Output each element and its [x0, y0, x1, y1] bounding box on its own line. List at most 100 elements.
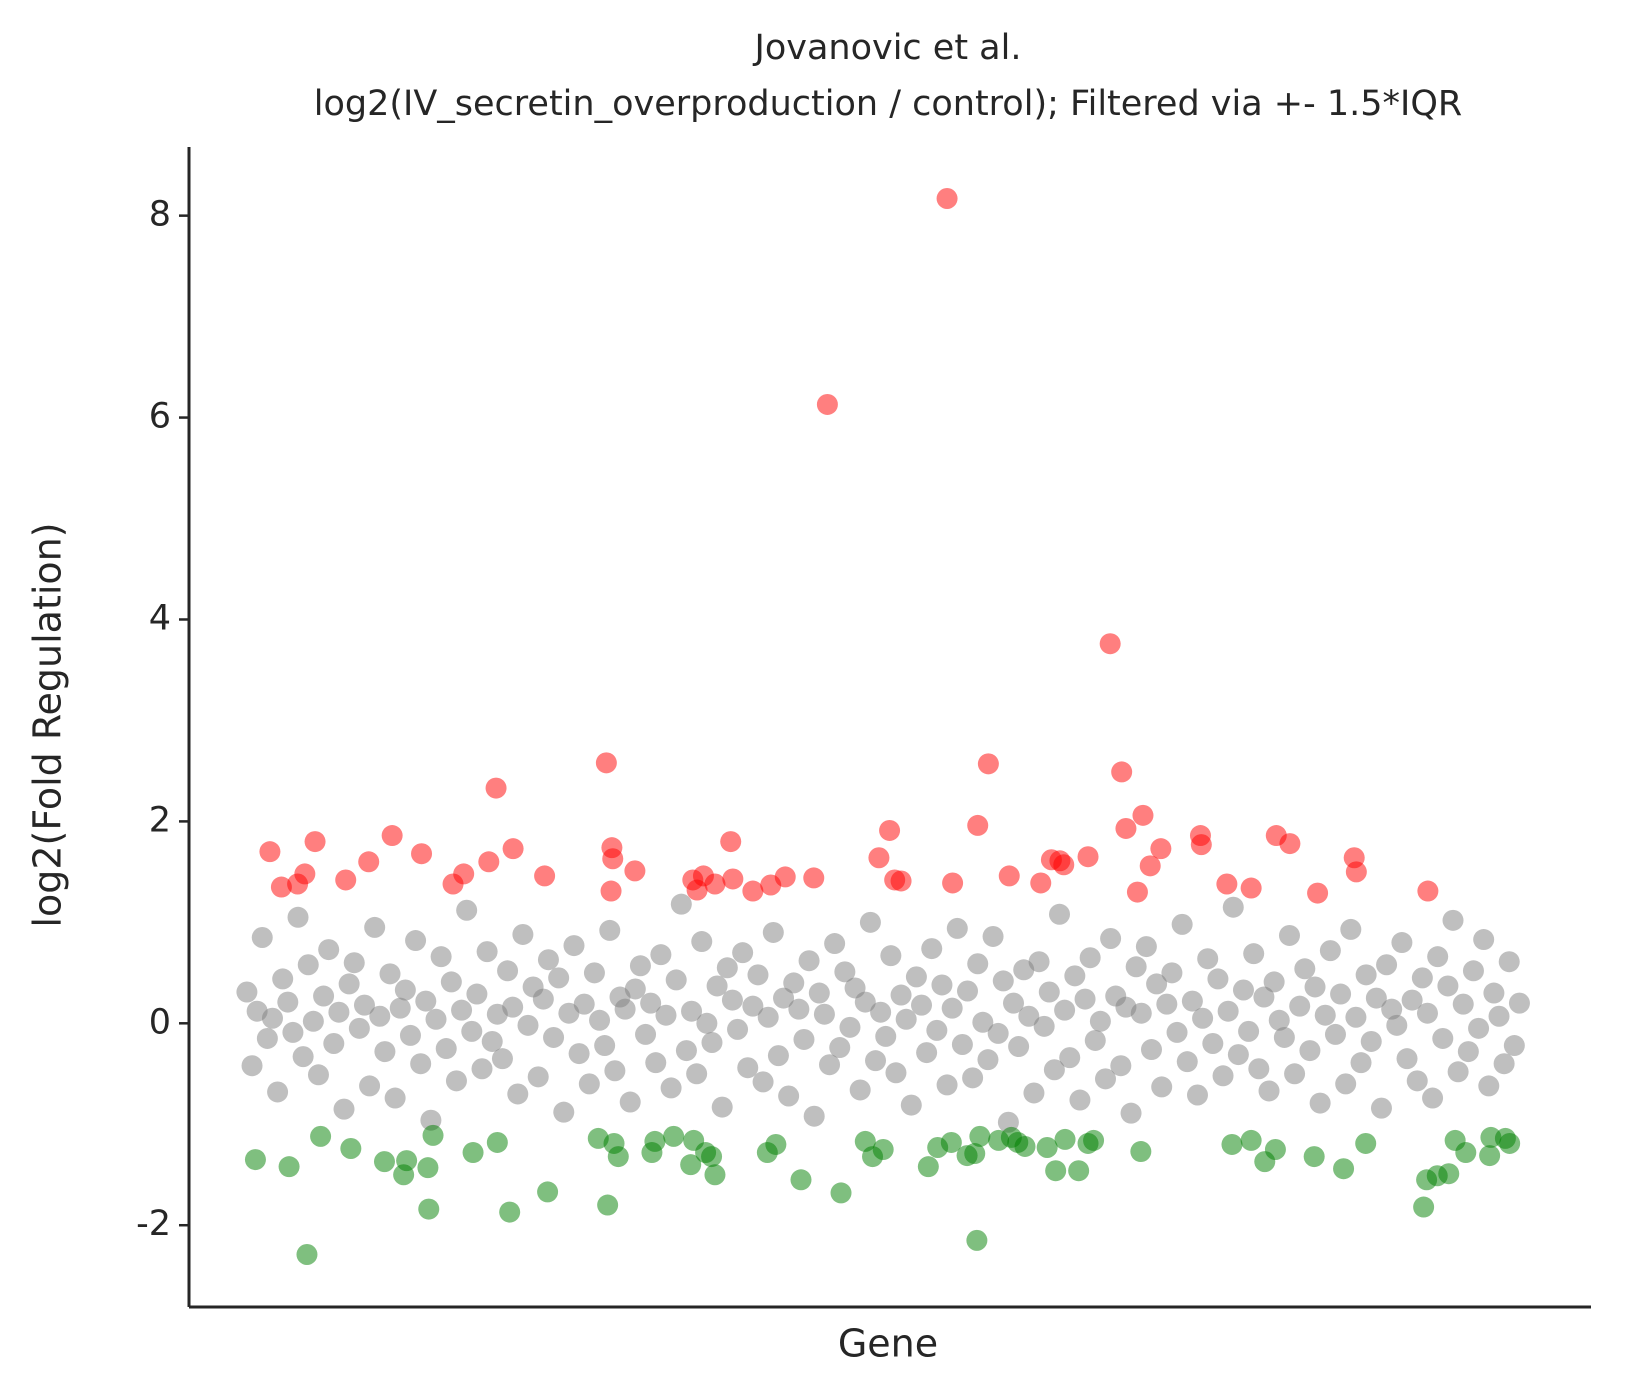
point	[440, 971, 462, 993]
point	[635, 1023, 657, 1045]
point	[418, 1198, 440, 1220]
point	[1299, 1040, 1321, 1062]
point	[445, 1070, 467, 1092]
chart-title: Jovanovic et al.	[753, 28, 1022, 68]
point	[1197, 948, 1219, 970]
point	[1264, 1139, 1286, 1161]
point	[481, 1030, 503, 1052]
point	[466, 983, 488, 1005]
point	[1319, 940, 1341, 962]
point	[1278, 924, 1300, 946]
point	[1438, 1163, 1460, 1185]
point	[1447, 1061, 1469, 1083]
point	[527, 1066, 549, 1088]
point	[1422, 1087, 1444, 1109]
point	[819, 1054, 841, 1076]
point	[604, 1060, 626, 1082]
point	[578, 1073, 600, 1095]
point	[1386, 1014, 1408, 1036]
point	[374, 1041, 396, 1063]
point	[282, 1021, 304, 1043]
point	[1294, 958, 1316, 980]
point	[1416, 1002, 1438, 1024]
point	[1289, 995, 1311, 1017]
point	[296, 1244, 318, 1266]
point	[752, 1071, 774, 1093]
point	[389, 997, 411, 1019]
point	[849, 1079, 871, 1101]
point	[507, 1083, 529, 1105]
point	[1432, 1027, 1454, 1049]
point	[1084, 1029, 1106, 1051]
point	[767, 1045, 789, 1067]
point	[1146, 973, 1168, 995]
point	[721, 989, 743, 1011]
point	[422, 1124, 444, 1146]
point	[1335, 1073, 1357, 1095]
y-axis-label: log2(Fold Regulation)	[26, 522, 70, 927]
point	[830, 1182, 852, 1204]
point	[307, 1064, 329, 1086]
point	[1427, 946, 1449, 968]
point	[1483, 982, 1505, 1004]
y-tick-label: 2	[149, 800, 171, 840]
point	[742, 995, 764, 1017]
point	[396, 1150, 418, 1172]
point	[1243, 943, 1265, 965]
point	[1125, 956, 1147, 978]
point	[1401, 989, 1423, 1011]
point	[941, 997, 963, 1019]
point	[663, 1125, 685, 1147]
point	[462, 1142, 484, 1164]
point	[543, 1026, 565, 1048]
point	[1413, 1196, 1435, 1218]
point	[757, 1006, 779, 1028]
point	[1442, 909, 1464, 931]
point	[417, 1157, 439, 1179]
point	[816, 393, 838, 415]
point	[916, 1042, 938, 1064]
point	[982, 925, 1004, 947]
point	[1150, 838, 1172, 860]
point	[977, 1049, 999, 1071]
point	[405, 930, 427, 952]
point	[1079, 947, 1101, 969]
point	[793, 1028, 815, 1050]
point	[1054, 999, 1076, 1021]
point	[256, 1027, 278, 1049]
point	[870, 1001, 892, 1023]
point	[1324, 1023, 1346, 1045]
point	[323, 1033, 345, 1055]
point	[1304, 976, 1326, 998]
point	[936, 1074, 958, 1096]
point	[1360, 1030, 1382, 1052]
point	[957, 980, 979, 1002]
point	[1161, 962, 1183, 984]
point	[969, 1125, 991, 1147]
point	[1284, 1063, 1306, 1085]
point	[1503, 1035, 1525, 1057]
point	[583, 962, 605, 984]
point	[1221, 1133, 1243, 1155]
point	[967, 814, 989, 836]
point	[340, 1137, 362, 1159]
point	[966, 1229, 988, 1251]
point	[1238, 1020, 1260, 1042]
point	[379, 963, 401, 985]
point	[1232, 979, 1254, 1001]
point	[1279, 833, 1301, 855]
point	[885, 1062, 907, 1084]
point	[1462, 960, 1484, 982]
point	[783, 972, 805, 994]
point	[1100, 928, 1122, 950]
point	[1120, 1102, 1142, 1124]
point	[880, 945, 902, 967]
point	[595, 752, 617, 774]
point	[1355, 1132, 1377, 1154]
point	[278, 1156, 300, 1178]
point	[936, 187, 958, 209]
point	[333, 1098, 355, 1120]
point	[940, 1131, 962, 1153]
